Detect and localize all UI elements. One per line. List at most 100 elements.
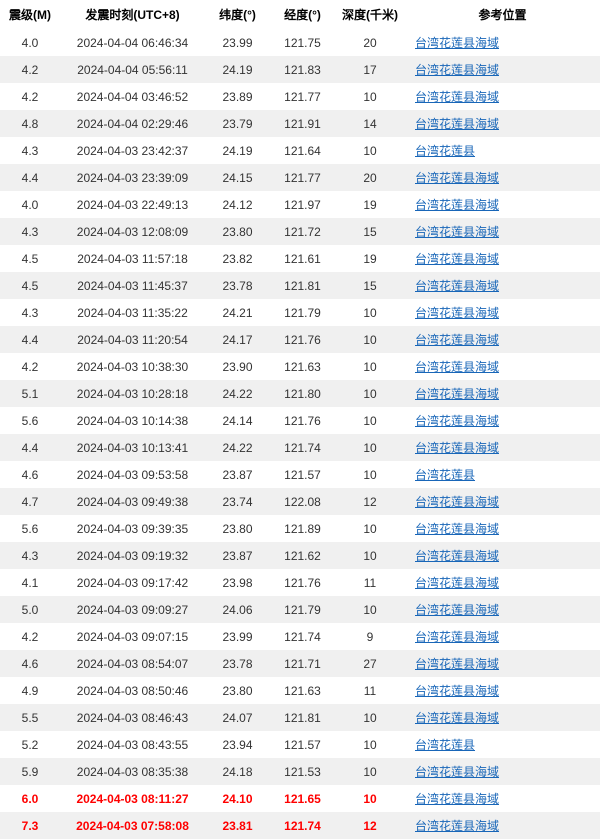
cell-depth: 11: [335, 677, 405, 704]
cell-magnitude: 4.3: [0, 137, 60, 164]
location-link[interactable]: 台湾花莲县海域: [415, 90, 499, 104]
cell-latitude: 24.12: [205, 191, 270, 218]
cell-longitude: 121.76: [270, 569, 335, 596]
table-body: 4.02024-04-04 06:46:3423.99121.7520台湾花莲县…: [0, 29, 600, 839]
location-link[interactable]: 台湾花莲县海域: [415, 63, 499, 77]
location-link[interactable]: 台湾花莲县海域: [415, 657, 499, 671]
cell-longitude: 121.76: [270, 407, 335, 434]
cell-time: 2024-04-03 10:13:41: [60, 434, 205, 461]
cell-location: 台湾花莲县海域: [405, 812, 600, 839]
cell-latitude: 23.81: [205, 812, 270, 839]
location-link[interactable]: 台湾花莲县海域: [415, 630, 499, 644]
cell-magnitude: 7.3: [0, 812, 60, 839]
col-time: 发震时刻(UTC+8): [60, 0, 205, 29]
cell-location: 台湾花莲县海域: [405, 164, 600, 191]
cell-latitude: 23.78: [205, 272, 270, 299]
table-row: 4.92024-04-03 08:50:4623.80121.6311台湾花莲县…: [0, 677, 600, 704]
cell-longitude: 121.63: [270, 353, 335, 380]
cell-longitude: 121.74: [270, 434, 335, 461]
cell-time: 2024-04-03 23:42:37: [60, 137, 205, 164]
cell-latitude: 23.94: [205, 731, 270, 758]
location-link[interactable]: 台湾花莲县海域: [415, 414, 499, 428]
table-row: 4.22024-04-04 05:56:1124.19121.8317台湾花莲县…: [0, 56, 600, 83]
cell-longitude: 121.77: [270, 164, 335, 191]
cell-magnitude: 6.0: [0, 785, 60, 812]
location-link[interactable]: 台湾花莲县: [415, 738, 475, 752]
cell-magnitude: 4.0: [0, 191, 60, 218]
cell-depth: 10: [335, 137, 405, 164]
table-row: 4.32024-04-03 09:19:3223.87121.6210台湾花莲县…: [0, 542, 600, 569]
cell-time: 2024-04-03 09:53:58: [60, 461, 205, 488]
cell-magnitude: 5.6: [0, 407, 60, 434]
cell-latitude: 23.98: [205, 569, 270, 596]
cell-latitude: 23.90: [205, 353, 270, 380]
cell-longitude: 121.83: [270, 56, 335, 83]
cell-time: 2024-04-03 22:49:13: [60, 191, 205, 218]
location-link[interactable]: 台湾花莲县: [415, 468, 475, 482]
cell-location: 台湾花莲县海域: [405, 623, 600, 650]
cell-longitude: 121.76: [270, 326, 335, 353]
cell-location: 台湾花莲县海域: [405, 434, 600, 461]
location-link[interactable]: 台湾花莲县海域: [415, 198, 499, 212]
location-link[interactable]: 台湾花莲县海域: [415, 387, 499, 401]
cell-time: 2024-04-03 11:45:37: [60, 272, 205, 299]
cell-location: 台湾花莲县海域: [405, 272, 600, 299]
location-link[interactable]: 台湾花莲县海域: [415, 819, 499, 833]
table-row: 5.62024-04-03 09:39:3523.80121.8910台湾花莲县…: [0, 515, 600, 542]
table-row: 4.82024-04-04 02:29:4623.79121.9114台湾花莲县…: [0, 110, 600, 137]
cell-location: 台湾花莲县: [405, 461, 600, 488]
table-row: 6.02024-04-03 08:11:2724.10121.6510台湾花莲县…: [0, 785, 600, 812]
location-link[interactable]: 台湾花莲县海域: [415, 792, 499, 806]
cell-magnitude: 4.3: [0, 542, 60, 569]
location-link[interactable]: 台湾花莲县海域: [415, 684, 499, 698]
location-link[interactable]: 台湾花莲县海域: [415, 603, 499, 617]
cell-longitude: 121.64: [270, 137, 335, 164]
table-row: 4.02024-04-03 22:49:1324.12121.9719台湾花莲县…: [0, 191, 600, 218]
location-link[interactable]: 台湾花莲县海域: [415, 279, 499, 293]
cell-time: 2024-04-03 08:50:46: [60, 677, 205, 704]
cell-longitude: 121.57: [270, 461, 335, 488]
cell-location: 台湾花莲县海域: [405, 380, 600, 407]
cell-longitude: 121.79: [270, 299, 335, 326]
cell-depth: 10: [335, 407, 405, 434]
cell-time: 2024-04-03 11:20:54: [60, 326, 205, 353]
cell-location: 台湾花莲县海域: [405, 29, 600, 56]
cell-time: 2024-04-03 09:49:38: [60, 488, 205, 515]
location-link[interactable]: 台湾花莲县海域: [415, 171, 499, 185]
location-link[interactable]: 台湾花莲县海域: [415, 36, 499, 50]
location-link[interactable]: 台湾花莲县海域: [415, 306, 499, 320]
cell-latitude: 24.17: [205, 326, 270, 353]
cell-latitude: 23.99: [205, 29, 270, 56]
table-row: 5.12024-04-03 10:28:1824.22121.8010台湾花莲县…: [0, 380, 600, 407]
cell-latitude: 23.87: [205, 461, 270, 488]
cell-location: 台湾花莲县海域: [405, 110, 600, 137]
location-link[interactable]: 台湾花莲县海域: [415, 360, 499, 374]
cell-magnitude: 4.4: [0, 164, 60, 191]
cell-longitude: 121.80: [270, 380, 335, 407]
cell-magnitude: 5.0: [0, 596, 60, 623]
location-link[interactable]: 台湾花莲县海域: [415, 765, 499, 779]
cell-depth: 10: [335, 596, 405, 623]
location-link[interactable]: 台湾花莲县海域: [415, 711, 499, 725]
location-link[interactable]: 台湾花莲县海域: [415, 495, 499, 509]
cell-magnitude: 4.5: [0, 272, 60, 299]
cell-longitude: 121.57: [270, 731, 335, 758]
location-link[interactable]: 台湾花莲县海域: [415, 522, 499, 536]
location-link[interactable]: 台湾花莲县海域: [415, 576, 499, 590]
location-link[interactable]: 台湾花莲县: [415, 144, 475, 158]
location-link[interactable]: 台湾花莲县海域: [415, 549, 499, 563]
location-link[interactable]: 台湾花莲县海域: [415, 441, 499, 455]
location-link[interactable]: 台湾花莲县海域: [415, 333, 499, 347]
cell-magnitude: 5.2: [0, 731, 60, 758]
table-row: 4.52024-04-03 11:45:3723.78121.8115台湾花莲县…: [0, 272, 600, 299]
cell-magnitude: 4.0: [0, 29, 60, 56]
table-row: 4.02024-04-04 06:46:3423.99121.7520台湾花莲县…: [0, 29, 600, 56]
location-link[interactable]: 台湾花莲县海域: [415, 225, 499, 239]
cell-longitude: 121.81: [270, 272, 335, 299]
cell-magnitude: 4.2: [0, 83, 60, 110]
table-row: 4.22024-04-04 03:46:5223.89121.7710台湾花莲县…: [0, 83, 600, 110]
cell-magnitude: 4.2: [0, 56, 60, 83]
location-link[interactable]: 台湾花莲县海域: [415, 252, 499, 266]
cell-time: 2024-04-03 10:28:18: [60, 380, 205, 407]
location-link[interactable]: 台湾花莲县海域: [415, 117, 499, 131]
